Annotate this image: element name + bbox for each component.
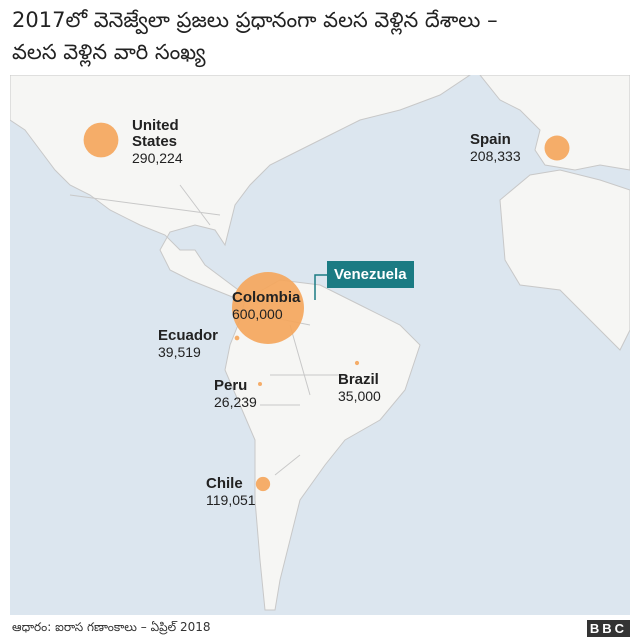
bubble [255, 476, 271, 492]
country-name: Ecuador [158, 327, 219, 344]
bubble [234, 335, 240, 341]
country-name: Spain [470, 131, 511, 148]
country-value: 35,000 [338, 388, 381, 404]
country-value: 39,519 [158, 344, 201, 360]
country-name: Peru [214, 377, 248, 394]
logo: BBC [586, 620, 630, 637]
source: ఆధారం: ఐరాస గణాంకాలు – ఏప్రిల్ 2018 [12, 620, 211, 634]
north-america [10, 75, 471, 307]
country-name: Colombia [232, 289, 301, 306]
connector [314, 274, 327, 300]
europe [479, 75, 630, 171]
country-label: Colombia 600,000 [232, 289, 322, 323]
country-name: Chile [206, 475, 243, 492]
country-label: Brazil 35,000 [338, 371, 398, 405]
africa [499, 169, 630, 351]
bubble [83, 122, 119, 158]
country-value: 26,239 [214, 394, 257, 410]
country-label: Ecuador 39,519 [158, 327, 248, 361]
country-value: 290,224 [132, 150, 183, 166]
highlight-label: Venezuela [327, 261, 414, 288]
country-label: Peru 26,239 [214, 377, 274, 411]
title-line: 2017లో వెనెజ్వేలా ప్రజలు ప్రధానంగా వలస వ… [12, 8, 498, 32]
country-name: United States [132, 117, 179, 150]
country-value: 208,333 [470, 148, 521, 164]
bubble [544, 135, 570, 161]
map [10, 75, 630, 615]
title-line: వలస వెళ్లిన వారి సంఖ్య [12, 40, 206, 64]
country-label: Chile 119,051 [206, 475, 266, 509]
title: 2017లో వెనెజ్వేలా ప్రజలు ప్రధానంగా వలస వ… [12, 4, 498, 68]
bubble [354, 360, 360, 366]
country-name: Brazil [338, 371, 379, 388]
bubble [232, 272, 304, 344]
country-value: 119,051 [206, 492, 256, 508]
country-label: United States 290,224 [132, 117, 194, 167]
bubble [258, 382, 262, 386]
country-label: Spain 208,333 [470, 131, 550, 165]
country-value: 600,000 [232, 306, 283, 322]
south-america [224, 279, 421, 611]
